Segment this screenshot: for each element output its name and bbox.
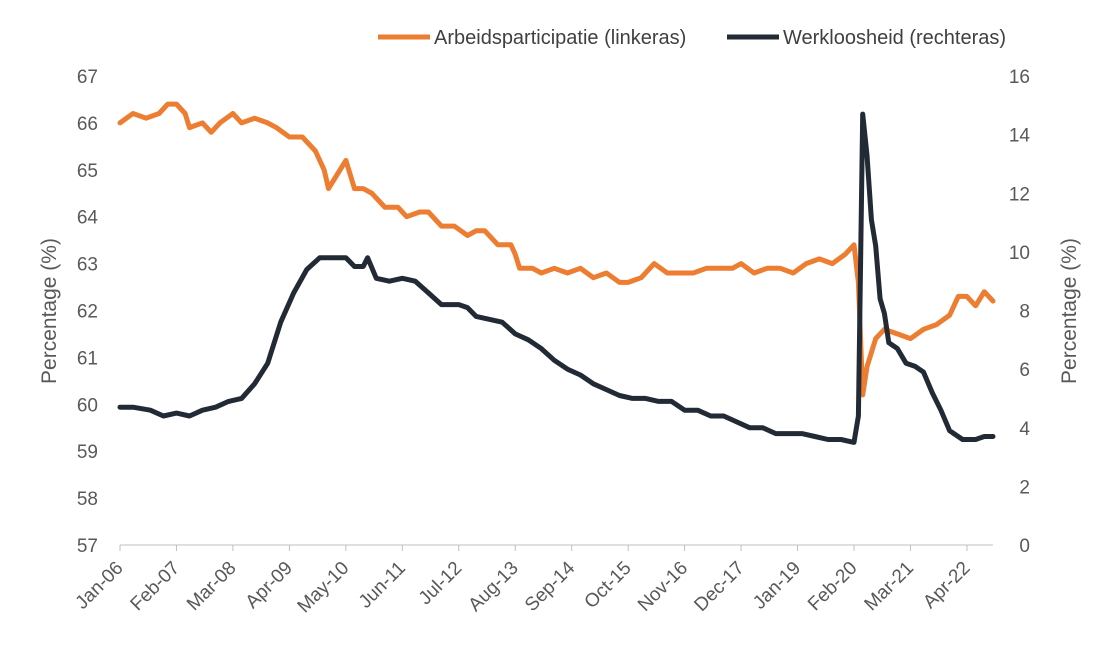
legend-label-arbeidsparticipatie: Arbeidsparticipatie (linkeras): [434, 27, 686, 49]
y-axis-left-title: Percentage (%): [38, 238, 61, 384]
series-layer: [117, 101, 996, 445]
x-tick-label: Jul-12: [415, 558, 466, 609]
y-right-tick-label: 4: [1019, 419, 1030, 440]
right-y-ticks: 0 2 4 6 8 10 12 14 16: [1009, 67, 1031, 557]
x-tick-label: Sep-14: [521, 557, 579, 615]
x-tick-label: Jan-06: [72, 558, 128, 614]
y-left-tick-label: 63: [77, 255, 98, 276]
x-tick-label: Nov-16: [634, 558, 692, 616]
x-tick-label: Apr-09: [242, 558, 297, 613]
y-left-tick-label: 62: [77, 302, 98, 323]
y-right-tick-label: 14: [1009, 126, 1031, 147]
x-tick-label: Mar-21: [861, 558, 918, 615]
x-tick-label: Jun-11: [355, 558, 410, 613]
y-left-tick-label: 61: [77, 348, 98, 369]
x-tick-label: Jan-19: [749, 558, 805, 614]
series-line-werkloosheid: [117, 111, 996, 445]
y-left-tick-label: 58: [77, 489, 98, 510]
x-tick-label: Oct-15: [581, 558, 636, 613]
y-left-tick-label: 65: [77, 161, 98, 182]
x-tick-label: Dec-17: [690, 558, 748, 616]
x-tick-label: Feb-07: [127, 558, 184, 615]
y-right-tick-label: 12: [1009, 184, 1030, 205]
x-tick-label: May-10: [294, 558, 354, 618]
y-left-tick-label: 67: [77, 67, 98, 88]
y-right-tick-label: 2: [1019, 477, 1030, 498]
y-right-tick-label: 6: [1019, 360, 1030, 381]
x-tick-label: Feb-20: [804, 558, 861, 615]
y-left-tick-label: 64: [77, 208, 99, 229]
y-right-tick-label: 8: [1019, 302, 1030, 323]
legend: Arbeidsparticipatie (linkeras) Werkloosh…: [378, 27, 1006, 49]
legend-label-werkloosheid: Werkloosheid (rechteras): [783, 27, 1006, 49]
y-right-tick-label: 16: [1009, 67, 1030, 88]
x-tick-label: Mar-08: [183, 558, 240, 615]
y-left-tick-label: 66: [77, 114, 98, 135]
y-right-tick-label: 0: [1019, 536, 1030, 557]
y-left-tick-label: 60: [77, 395, 98, 416]
left-y-ticks: 57 58 59 60 61 62 63 64 65 66 67: [77, 67, 99, 557]
y-left-tick-label: 59: [77, 442, 98, 463]
y-axis-right-title: Percentage (%): [1058, 238, 1081, 384]
y-right-tick-label: 10: [1009, 243, 1030, 264]
x-tick-label: Aug-13: [465, 558, 523, 616]
y-left-tick-label: 57: [77, 536, 98, 557]
x-tick-label: Apr-22: [919, 558, 974, 613]
